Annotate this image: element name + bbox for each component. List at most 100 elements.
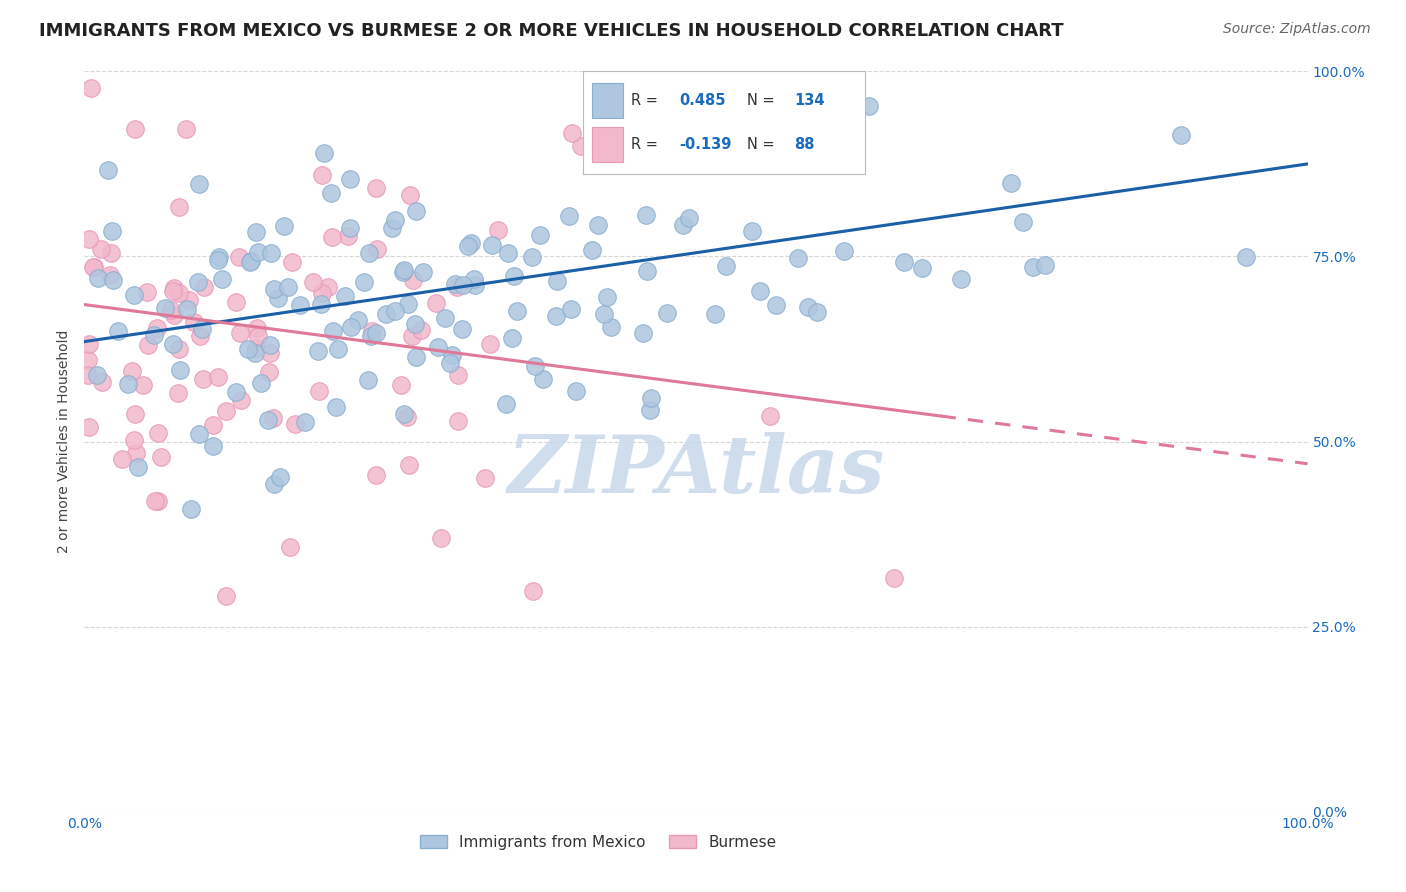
Point xyxy=(211,272,233,286)
Bar xyxy=(592,127,623,161)
Point xyxy=(433,310,456,325)
Point xyxy=(486,223,509,237)
Point xyxy=(558,209,581,223)
Point xyxy=(366,468,388,483)
Point xyxy=(479,337,502,351)
Point xyxy=(257,413,280,427)
Point xyxy=(503,268,526,283)
Point xyxy=(311,168,333,182)
Point xyxy=(83,260,105,275)
Point xyxy=(451,278,474,293)
Point xyxy=(325,401,347,415)
Point xyxy=(188,329,211,343)
Point xyxy=(366,326,388,341)
Point xyxy=(311,285,333,300)
Point xyxy=(741,224,763,238)
Point xyxy=(202,418,225,433)
Point xyxy=(522,584,544,599)
Point xyxy=(357,374,380,388)
Point xyxy=(429,532,451,546)
Point xyxy=(245,225,267,239)
Point xyxy=(645,127,668,141)
Point xyxy=(228,250,250,264)
Point xyxy=(360,329,382,343)
Point xyxy=(389,377,412,392)
Point xyxy=(409,322,432,336)
Point xyxy=(124,121,146,136)
Point xyxy=(77,336,100,351)
Point xyxy=(339,171,361,186)
Point xyxy=(347,313,370,327)
Point xyxy=(263,477,285,491)
Point xyxy=(366,181,388,195)
Point xyxy=(402,273,425,287)
Point xyxy=(90,243,112,257)
Text: Source: ZipAtlas.com: Source: ZipAtlas.com xyxy=(1223,22,1371,37)
Point xyxy=(1022,260,1045,274)
Point xyxy=(179,293,201,308)
Point xyxy=(159,302,181,317)
Point xyxy=(405,351,427,365)
Point xyxy=(100,246,122,260)
Point xyxy=(169,363,191,377)
Point xyxy=(335,289,357,303)
Point xyxy=(353,275,375,289)
Point xyxy=(441,348,464,362)
Point xyxy=(457,239,479,253)
Point xyxy=(531,371,554,385)
Text: -0.139: -0.139 xyxy=(679,136,731,152)
Point xyxy=(257,365,280,379)
Point xyxy=(149,450,172,464)
Point xyxy=(1000,176,1022,190)
Point xyxy=(714,259,737,273)
Point xyxy=(634,208,657,222)
Point xyxy=(225,384,247,399)
Point xyxy=(193,280,215,294)
Point xyxy=(162,285,184,299)
Point xyxy=(111,452,134,467)
Point xyxy=(90,375,112,389)
Point xyxy=(202,439,225,453)
Point xyxy=(474,471,496,485)
Point xyxy=(787,252,810,266)
Point xyxy=(797,300,820,314)
Point xyxy=(631,326,654,340)
Point xyxy=(301,275,323,289)
Point xyxy=(834,244,856,259)
Point xyxy=(215,403,238,417)
Point xyxy=(146,321,169,335)
Point xyxy=(319,186,342,200)
Point xyxy=(191,372,214,386)
Point xyxy=(446,279,468,293)
Point xyxy=(263,282,285,296)
Point xyxy=(97,163,120,178)
Text: R =: R = xyxy=(631,136,662,152)
Point xyxy=(316,280,339,294)
Point xyxy=(294,415,316,429)
Point xyxy=(77,420,100,434)
Point xyxy=(425,296,447,310)
Point xyxy=(259,338,281,352)
Point xyxy=(122,288,145,302)
Point xyxy=(132,377,155,392)
Text: N =: N = xyxy=(747,93,779,108)
Point xyxy=(246,328,269,343)
Point xyxy=(167,286,190,301)
Point xyxy=(447,414,470,428)
Point xyxy=(267,292,290,306)
Point xyxy=(495,397,517,411)
Point xyxy=(314,146,336,161)
Point xyxy=(284,417,307,432)
Point xyxy=(326,343,349,357)
Point xyxy=(121,364,143,378)
Point xyxy=(1234,250,1257,264)
Point xyxy=(361,324,384,338)
Point xyxy=(883,571,905,585)
Point xyxy=(640,403,662,417)
Text: 134: 134 xyxy=(794,93,825,108)
Point xyxy=(439,356,461,370)
Point xyxy=(125,445,148,459)
Point xyxy=(1011,214,1033,228)
Point xyxy=(678,211,700,226)
Point xyxy=(464,278,486,293)
